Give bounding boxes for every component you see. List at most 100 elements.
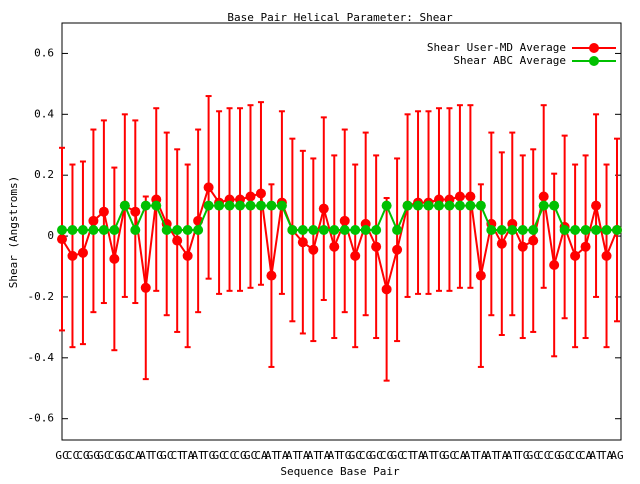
x-tick-label: CC xyxy=(537,449,550,462)
marker xyxy=(528,224,539,235)
marker xyxy=(402,200,413,211)
x-tick-label: GG xyxy=(87,449,100,462)
x-axis-label: Sequence Base Pair xyxy=(280,465,400,478)
marker xyxy=(276,200,287,211)
marker xyxy=(465,191,476,202)
marker xyxy=(88,224,99,235)
marker xyxy=(172,224,183,235)
marker xyxy=(119,200,130,211)
y-tick-label: 0.6 xyxy=(34,46,54,59)
marker xyxy=(130,224,141,235)
marker xyxy=(203,182,214,193)
marker xyxy=(203,200,214,211)
marker xyxy=(475,200,486,211)
x-tick-label: CC xyxy=(223,449,236,462)
marker xyxy=(507,224,518,235)
marker xyxy=(454,191,465,202)
marker xyxy=(255,188,266,199)
marker xyxy=(475,270,486,281)
marker xyxy=(486,224,497,235)
marker xyxy=(517,224,528,235)
x-tick-label: AT xyxy=(286,449,300,462)
y-tick-label: -0.6 xyxy=(28,412,55,425)
y-tick-label: 0.2 xyxy=(34,168,54,181)
x-tick-label: TG xyxy=(202,449,215,462)
legend-label: Shear User-MD Average xyxy=(427,41,566,54)
marker xyxy=(444,200,455,211)
x-tick-label: TG xyxy=(338,449,351,462)
marker xyxy=(528,235,539,246)
marker xyxy=(538,191,549,202)
x-tick-label: GC xyxy=(443,449,456,462)
marker xyxy=(350,224,361,235)
x-tick-label: CG xyxy=(76,449,89,462)
marker xyxy=(559,224,570,235)
marker xyxy=(88,215,99,226)
marker xyxy=(591,200,602,211)
legend-marker xyxy=(589,56,599,66)
marker xyxy=(255,200,266,211)
x-tick-label: GC xyxy=(349,449,362,462)
marker xyxy=(381,200,392,211)
x-tick-label: CT xyxy=(171,449,185,462)
marker xyxy=(318,224,329,235)
marker xyxy=(308,244,319,255)
y-tick-label: 0.4 xyxy=(34,107,54,120)
marker xyxy=(413,200,424,211)
marker xyxy=(77,247,88,258)
marker xyxy=(371,241,382,252)
marker xyxy=(423,200,434,211)
marker xyxy=(570,250,581,261)
legend-marker xyxy=(589,43,599,53)
marker xyxy=(580,241,591,252)
marker xyxy=(549,200,560,211)
marker xyxy=(329,241,340,252)
marker xyxy=(371,224,382,235)
marker xyxy=(350,250,361,261)
x-tick-label: AT xyxy=(139,449,153,462)
marker xyxy=(57,224,67,235)
marker xyxy=(67,250,78,261)
marker xyxy=(161,224,172,235)
marker xyxy=(287,224,298,235)
marker xyxy=(496,224,507,235)
marker xyxy=(214,200,225,211)
x-tick-label: TA xyxy=(317,449,331,462)
marker xyxy=(339,224,350,235)
x-tick-label: CA xyxy=(254,449,268,462)
marker xyxy=(318,203,329,214)
marker xyxy=(140,282,151,293)
marker xyxy=(151,200,162,211)
marker xyxy=(339,215,350,226)
x-tick-label: AT xyxy=(422,449,436,462)
x-tick-label: TG xyxy=(516,449,529,462)
x-tick-label: CC xyxy=(568,449,581,462)
marker xyxy=(67,224,78,235)
x-tick-label: AG xyxy=(610,449,623,462)
legend-label: Shear ABC Average xyxy=(453,54,566,67)
marker xyxy=(245,191,256,202)
y-tick-label: -0.4 xyxy=(28,351,55,364)
x-tick-label: CG xyxy=(233,449,246,462)
marker xyxy=(392,224,403,235)
x-tick-label: CG xyxy=(108,449,121,462)
x-tick-label: AT xyxy=(192,449,206,462)
x-tick-label: TA xyxy=(181,449,195,462)
marker xyxy=(454,200,465,211)
marker xyxy=(235,200,246,211)
x-tick-label: TA xyxy=(474,449,488,462)
marker xyxy=(109,253,120,264)
marker xyxy=(140,200,151,211)
y-axis-label: Shear (Angstroms) xyxy=(7,176,20,289)
x-tick-label: GC xyxy=(244,449,257,462)
marker xyxy=(549,259,560,270)
marker xyxy=(612,224,622,235)
x-tick-label: TA xyxy=(411,449,425,462)
x-tick-label: TG xyxy=(150,449,163,462)
marker xyxy=(57,234,67,245)
x-tick-label: GC xyxy=(558,449,571,462)
marker xyxy=(601,250,612,261)
marker xyxy=(308,224,319,235)
marker xyxy=(266,200,277,211)
x-tick-label: AT xyxy=(589,449,603,462)
